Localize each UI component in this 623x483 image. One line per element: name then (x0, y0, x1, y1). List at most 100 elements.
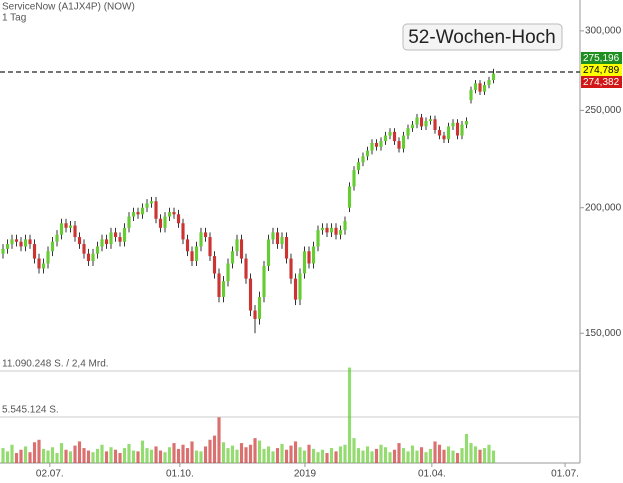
volume-bar (239, 443, 244, 463)
volume-bar (109, 447, 113, 463)
candle-body (208, 237, 212, 257)
volume-bar (86, 450, 91, 463)
volume-bar (491, 450, 496, 463)
volume-bar (320, 449, 325, 463)
volume-bar (230, 445, 235, 463)
volume-bar (5, 451, 10, 463)
candle-body (77, 237, 82, 245)
candle-body (163, 216, 167, 228)
candle-body (293, 278, 298, 300)
volume-bar (37, 439, 41, 463)
annotation-box (402, 23, 563, 51)
candle-body (118, 237, 122, 242)
volume-bar (343, 444, 347, 463)
volume-bar (100, 444, 104, 463)
volume-bar (370, 451, 374, 463)
candle-body (122, 227, 127, 242)
candle-body (221, 281, 226, 297)
candle-body (343, 221, 347, 231)
candle-body (415, 117, 419, 125)
candle-body (419, 117, 424, 127)
candle-body (253, 310, 257, 319)
volume-bar (271, 451, 275, 463)
candle-body (370, 142, 374, 151)
y-tick-label: 150,000 (585, 328, 622, 339)
x-tick-label: 01.04. (418, 469, 446, 480)
chart-title: ServiceNow (A1JX4P) (NOW) (2, 2, 135, 13)
volume-bar (469, 443, 473, 463)
volume-bar (365, 446, 370, 463)
volume-bar (59, 443, 64, 463)
candle-body (145, 203, 149, 208)
volume-bar (122, 448, 127, 463)
volume-bar (19, 449, 23, 463)
volume-bar (325, 453, 329, 463)
candle-body (109, 232, 113, 245)
candle-body (82, 244, 86, 254)
candle-body (199, 232, 203, 247)
candle-body (325, 227, 329, 233)
volume-bar (244, 447, 248, 463)
volume-bar (397, 443, 401, 463)
volume-bar (338, 446, 343, 463)
price-tag (581, 64, 622, 76)
candle-body (379, 141, 383, 147)
volume-bar (460, 448, 464, 463)
volume-bar (316, 452, 320, 463)
candle-body (64, 223, 68, 228)
candle-body (217, 273, 221, 297)
volume-bar (203, 446, 208, 463)
candle-body (487, 80, 491, 85)
volume-bar (266, 446, 271, 463)
volume-bar (118, 453, 122, 463)
candle-body (226, 263, 230, 282)
price-tag (581, 76, 622, 88)
volume-bar (298, 447, 302, 463)
volume-bar (217, 417, 221, 463)
candle-body (136, 212, 140, 215)
volume-bar (167, 447, 172, 463)
candle-body (289, 258, 293, 279)
volume-bar (289, 445, 293, 463)
volume-bar (334, 451, 338, 463)
candle-body (181, 223, 185, 240)
candle-body (248, 278, 253, 311)
candle-body (167, 212, 172, 217)
candle-body (10, 239, 14, 245)
candle-body (397, 141, 401, 149)
volume-bar (410, 445, 415, 463)
candle-body (172, 212, 176, 215)
volume-bar (163, 452, 167, 463)
volume-bar (248, 444, 253, 463)
candle-body (442, 135, 446, 140)
candle-body (149, 201, 154, 204)
x-tick-label: 02.07. (36, 469, 64, 480)
price-tag-label: 274,382 (583, 77, 620, 88)
candle-body (275, 232, 280, 245)
volume-bar (428, 448, 433, 463)
candle-body (194, 246, 199, 262)
volume-bar (347, 367, 352, 463)
volume-bar (23, 446, 28, 463)
volume-bar (451, 450, 455, 463)
volume-bar (172, 443, 176, 463)
candle-body (365, 150, 370, 157)
candle-body (334, 227, 338, 235)
volume-bar (32, 442, 37, 463)
candle-body (433, 119, 437, 131)
volume-bar (158, 450, 163, 463)
volume-bar (226, 448, 230, 463)
volume-bar (419, 447, 424, 463)
volume-bar (392, 449, 397, 463)
candle-body (5, 244, 10, 249)
candle-body (28, 239, 32, 245)
volume-bar (10, 444, 14, 463)
candle-body (230, 251, 235, 264)
x-tick-label: 01.10. (166, 469, 194, 480)
candle-body (410, 124, 415, 129)
candle-body (482, 84, 487, 92)
candle-body (271, 232, 275, 240)
volume-bar (401, 448, 406, 463)
candle-body (59, 223, 64, 235)
volume-bar (185, 448, 190, 463)
